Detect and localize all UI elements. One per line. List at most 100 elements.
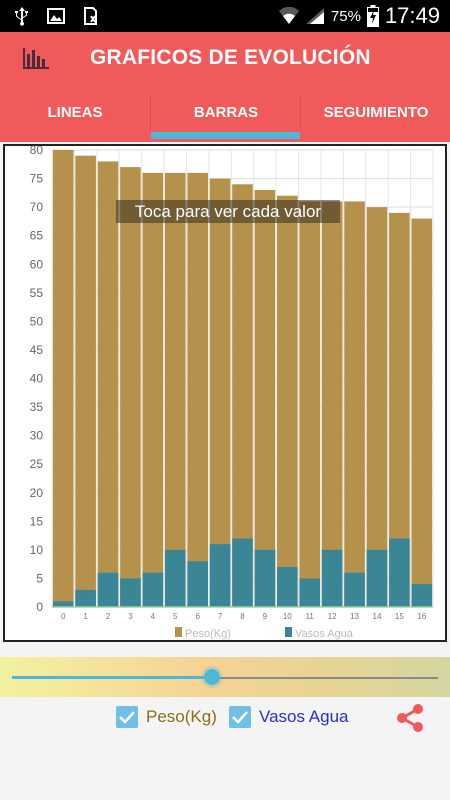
x-tick-label: 6 bbox=[195, 612, 200, 621]
bar-vasos-agua bbox=[75, 589, 96, 607]
bar-peso bbox=[142, 172, 164, 607]
bar-peso bbox=[344, 201, 365, 607]
y-tick-label: 30 bbox=[30, 429, 44, 443]
bar-vasos-agua bbox=[209, 544, 231, 607]
usb-icon bbox=[15, 7, 28, 26]
x-tick-label: 2 bbox=[106, 612, 111, 621]
slider-panel bbox=[0, 657, 450, 697]
x-tick-label: 10 bbox=[283, 612, 292, 621]
x-tick-label: 13 bbox=[350, 612, 359, 621]
wifi-icon bbox=[278, 7, 299, 24]
clock-time: 17:49 bbox=[384, 3, 440, 28]
x-tick-label: 0 bbox=[61, 612, 66, 621]
legend-swatch bbox=[175, 627, 182, 637]
legend-swatch bbox=[285, 627, 292, 637]
y-tick-label: 5 bbox=[36, 571, 43, 585]
chart-hint-text: Toca para ver cada valor bbox=[135, 202, 321, 221]
y-tick-label: 60 bbox=[30, 257, 44, 271]
bar-peso bbox=[52, 150, 74, 607]
y-tick-label: 75 bbox=[30, 172, 44, 186]
image-icon bbox=[47, 8, 65, 24]
bar-peso bbox=[97, 161, 119, 608]
bar-vasos-agua bbox=[97, 572, 119, 607]
status-bar: 75% 17:49 bbox=[0, 0, 450, 32]
y-tick-label: 65 bbox=[30, 229, 44, 243]
bar-peso bbox=[321, 201, 343, 607]
slider-track[interactable] bbox=[12, 677, 438, 679]
legend-label: Peso(Kg) bbox=[185, 628, 231, 640]
bar-peso bbox=[164, 172, 186, 607]
bar-peso bbox=[232, 184, 253, 607]
bar-chart-icon[interactable] bbox=[22, 46, 50, 70]
slider-thumb[interactable] bbox=[204, 669, 221, 685]
x-tick-label: 11 bbox=[306, 612, 315, 621]
sdcard-icon bbox=[84, 7, 97, 25]
bar-vasos-agua bbox=[164, 549, 186, 607]
bar-peso bbox=[389, 212, 410, 607]
bar-vasos-agua bbox=[52, 601, 74, 607]
x-tick-label: 4 bbox=[151, 612, 156, 621]
battery-charging-icon bbox=[366, 5, 379, 27]
x-tick-label: 12 bbox=[328, 612, 337, 621]
y-tick-label: 70 bbox=[30, 200, 44, 214]
bar-vasos-agua bbox=[321, 549, 343, 607]
chart-container[interactable]: 0 5 10 15 20 25 30 35 40 45 50 55 60 65 70 75 80 0 1 2 3 4 5 6 7… bbox=[3, 144, 447, 642]
tab-selected-indicator bbox=[151, 132, 300, 139]
annotation-bg bbox=[116, 200, 340, 223]
checkbox-checked-icon[interactable] bbox=[116, 706, 138, 728]
bar-vasos-agua bbox=[120, 578, 141, 607]
x-tick-label: 8 bbox=[240, 612, 245, 621]
bar-vasos-agua bbox=[142, 572, 164, 607]
tab-divider bbox=[150, 96, 151, 130]
checkbox-peso[interactable]: Peso(Kg) bbox=[116, 706, 217, 728]
y-tick-label: 50 bbox=[30, 314, 44, 328]
y-tick-label: 40 bbox=[30, 372, 44, 386]
series-toggles: Peso(Kg) Vasos Agua bbox=[0, 700, 450, 740]
checkbox-vasos-agua[interactable]: Vasos Agua bbox=[229, 706, 348, 728]
x-tick-label: 1 bbox=[83, 612, 88, 621]
x-tick-label: 3 bbox=[128, 612, 133, 621]
y-tick-label: 35 bbox=[30, 400, 44, 414]
y-tick-label: 45 bbox=[30, 343, 44, 357]
bar-vasos-agua bbox=[232, 538, 253, 607]
checkbox-checked-icon[interactable] bbox=[229, 706, 251, 728]
tab-divider bbox=[300, 96, 301, 130]
battery-percent: 75% bbox=[330, 7, 361, 25]
bar-peso bbox=[277, 195, 298, 607]
slider-fill bbox=[12, 676, 213, 679]
y-tick-label: 25 bbox=[30, 457, 44, 471]
legend-label: Vasos Agua bbox=[295, 628, 354, 640]
bar-vasos-agua bbox=[187, 561, 208, 607]
tab-seguimiento[interactable]: SEGUIMIENTO bbox=[323, 104, 429, 121]
tab-lineas[interactable]: LINEAS bbox=[47, 104, 103, 121]
bar-peso bbox=[299, 201, 321, 607]
bar-peso bbox=[254, 189, 276, 608]
bar-vasos-agua bbox=[344, 572, 365, 607]
y-tick-label: 20 bbox=[30, 486, 44, 500]
notification-icons bbox=[12, 6, 100, 26]
x-tick-label: 16 bbox=[417, 612, 426, 621]
y-tick-label: 80 bbox=[30, 146, 44, 157]
x-tick-label: 7 bbox=[218, 612, 223, 621]
checkbox-peso-label: Peso(Kg) bbox=[146, 707, 217, 726]
bar-vasos-agua bbox=[389, 538, 410, 607]
checkbox-vasos-agua-label: Vasos Agua bbox=[259, 707, 349, 726]
bar-vasos-agua bbox=[299, 578, 321, 607]
signal-icon bbox=[305, 8, 324, 24]
bar-vasos-agua bbox=[366, 549, 388, 607]
bar-peso bbox=[187, 172, 208, 607]
bar-vasos-agua bbox=[277, 567, 298, 607]
x-tick-label: 5 bbox=[173, 612, 178, 621]
share-icon[interactable] bbox=[394, 703, 426, 733]
bar-peso bbox=[120, 167, 141, 607]
bar-peso bbox=[411, 218, 433, 608]
bar-peso bbox=[75, 155, 96, 607]
x-tick-label: 9 bbox=[263, 612, 268, 621]
tab-barras[interactable]: BARRAS bbox=[193, 104, 259, 121]
y-tick-label: 0 bbox=[36, 600, 43, 614]
x-tick-label: 15 bbox=[395, 612, 404, 621]
bar-vasos-agua bbox=[254, 549, 276, 607]
y-tick-label: 10 bbox=[30, 543, 44, 557]
page-title: GRAFICOS DE EVOLUCIÓN bbox=[90, 46, 371, 69]
